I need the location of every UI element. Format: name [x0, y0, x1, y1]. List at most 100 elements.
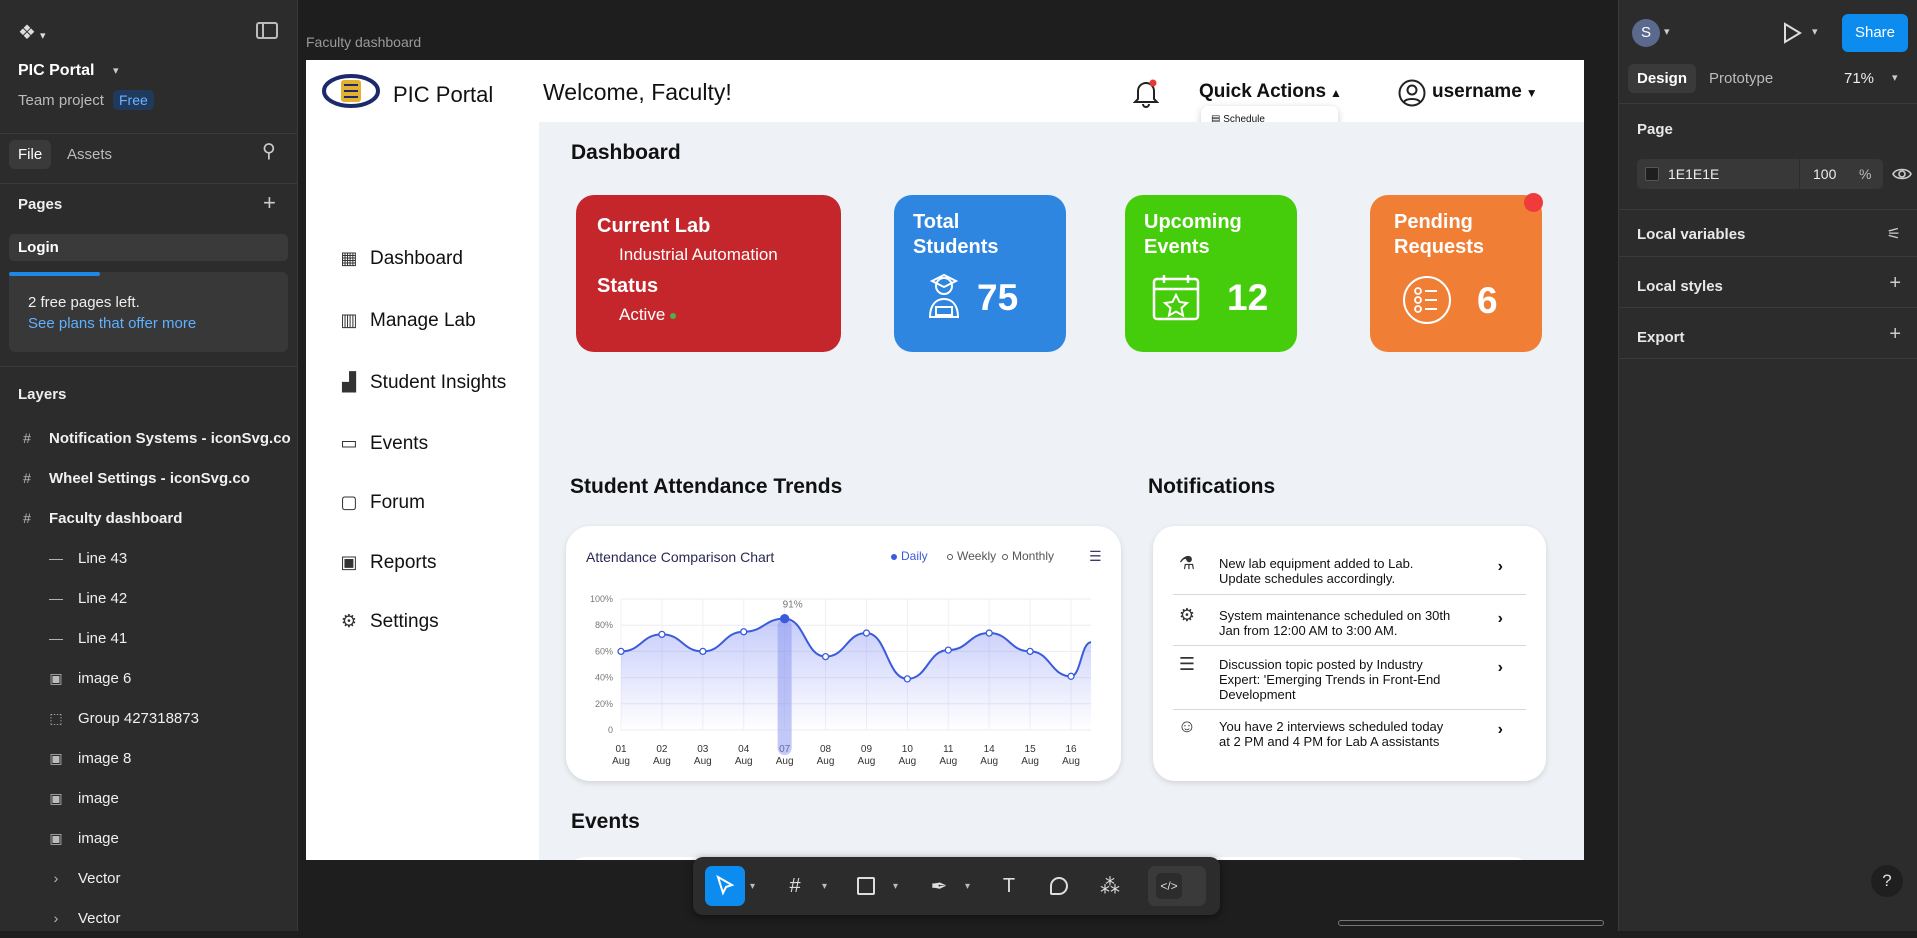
nav-student-insights[interactable]: ▟ Student Insights	[338, 372, 506, 394]
chevron-down-icon[interactable]: ▾	[113, 65, 119, 77]
nav-manage-lab[interactable]: ▥ Manage Lab	[338, 310, 475, 332]
chevron-down-icon[interactable]: ▾	[893, 881, 899, 892]
layer-item[interactable]: ▣ image	[0, 778, 297, 818]
page-opacity-value[interactable]: 100	[1813, 166, 1837, 182]
current-lab-card[interactable]: Current Lab Industrial Automation Status…	[576, 195, 841, 352]
layer-item[interactable]: › Vector	[0, 898, 297, 938]
move-tool-button[interactable]	[705, 866, 745, 906]
x-tick-label: Aug	[1062, 756, 1080, 767]
page-item-login[interactable]: Login	[9, 234, 288, 261]
layer-item[interactable]: ▣ image	[0, 818, 297, 858]
promo-text: 2 free pages left.	[28, 294, 140, 311]
y-tick-label: 40%	[595, 673, 613, 683]
eye-icon[interactable]	[1892, 164, 1912, 184]
add-style-icon[interactable]: +	[1889, 272, 1901, 294]
percent-sign: %	[1859, 166, 1872, 182]
notification-item[interactable]: ☰ Discussion topic posted by Industry Expe…	[1173, 655, 1503, 702]
comment-tool-icon[interactable]	[1041, 866, 1077, 906]
zoom-level[interactable]: 71%	[1844, 70, 1875, 87]
tab-file[interactable]: File	[9, 140, 52, 169]
group-icon: ⬚	[49, 709, 63, 726]
nav-dashboard[interactable]: ▦ Dashboard	[338, 248, 462, 270]
nav-reports[interactable]: ▣ Reports	[338, 552, 436, 574]
export-title[interactable]: Export	[1637, 329, 1685, 346]
chevron-right-icon[interactable]: ›	[1497, 610, 1503, 627]
layer-item[interactable]: ▣ image 8	[0, 738, 297, 778]
layer-item[interactable]: › Vector	[0, 858, 297, 898]
nav-forum[interactable]: ▢ Forum	[338, 492, 424, 514]
layer-item[interactable]: — Line 42	[0, 578, 297, 618]
page-color-value[interactable]: 1E1E1E	[1668, 166, 1720, 182]
menu-item-schedule[interactable]: ▤ Schedule	[1211, 114, 1265, 125]
image-icon: ▣	[49, 749, 63, 766]
help-button[interactable]: ?	[1871, 865, 1903, 897]
chevron-down-icon[interactable]: ▾	[750, 881, 756, 892]
chevron-down-icon[interactable]: ▾	[1812, 26, 1818, 38]
project-name[interactable]: PIC Portal	[18, 62, 95, 79]
tab-design[interactable]: Design	[1628, 64, 1697, 93]
image-icon: ▣	[49, 789, 63, 806]
local-styles-title[interactable]: Local styles	[1637, 278, 1723, 295]
present-play-icon[interactable]	[1782, 22, 1802, 44]
search-icon[interactable]: ⚲	[262, 141, 276, 162]
chevron-down-icon[interactable]: ▾	[822, 881, 828, 892]
pending-requests-card[interactable]: Pending Requests 6	[1370, 193, 1543, 352]
legend-weekly[interactable]: Weekly	[947, 549, 996, 563]
chevron-right-icon[interactable]: ›	[1497, 558, 1503, 575]
layer-item[interactable]: ⬚ Group 427318873	[0, 698, 297, 738]
notification-item[interactable]: ⚙ System maintenance scheduled on 30th Jan…	[1173, 606, 1503, 638]
page-color-field[interactable]: 1E1E1E 100 %	[1637, 159, 1883, 189]
see-plans-link[interactable]: See plans that offer more	[28, 315, 197, 332]
frame-label[interactable]: Faculty dashboard	[306, 34, 422, 50]
tab-prototype[interactable]: Prototype	[1709, 70, 1774, 87]
layer-item[interactable]: — Line 43	[0, 538, 297, 578]
notification-item[interactable]: ⚗ New lab equipment added to Lab. Update s…	[1173, 554, 1503, 586]
x-tick-label: Aug	[694, 756, 712, 767]
layer-item[interactable]: # Notification Systems - iconSvg.co	[0, 418, 297, 458]
chevron-down-icon[interactable]: ▾	[965, 881, 971, 892]
horizontal-scrollbar[interactable]	[1338, 920, 1604, 926]
frame-tool-icon[interactable]: #	[789, 874, 801, 897]
toggle-sidebar-icon[interactable]	[256, 22, 278, 39]
report-icon: ▣	[340, 552, 358, 572]
dev-mode-toggle[interactable]: </>	[1148, 866, 1206, 906]
legend-daily[interactable]: Daily	[891, 549, 928, 563]
text-tool-icon[interactable]: T	[1002, 874, 1016, 897]
layer-item[interactable]: # Faculty dashboard	[0, 498, 297, 538]
chevron-up-icon: ▲	[1330, 86, 1342, 100]
actions-tool-icon[interactable]: ⁂	[1100, 875, 1120, 898]
total-students-card[interactable]: Total Students 75	[894, 195, 1066, 352]
chevron-right-icon[interactable]: ›	[1497, 721, 1503, 738]
nav-settings[interactable]: ⚙ Settings	[338, 611, 439, 633]
layer-item[interactable]: ▣ image 6	[0, 658, 297, 698]
user-avatar[interactable]: S	[1632, 19, 1660, 47]
user-avatar-icon[interactable]	[1398, 79, 1426, 107]
data-point	[862, 629, 871, 637]
gear-icon: ⚙	[340, 611, 358, 631]
chevron-down-icon[interactable]: ▾	[1664, 26, 1670, 38]
notification-item[interactable]: ☺ You have 2 interviews scheduled today at…	[1173, 717, 1503, 749]
legend-monthly[interactable]: Monthly	[1002, 549, 1054, 563]
figma-menu-icon[interactable]: ❖ ▾	[18, 22, 46, 44]
nav-events[interactable]: ▭ Events	[338, 433, 428, 455]
share-button[interactable]: Share	[1842, 14, 1908, 52]
local-variables-title[interactable]: Local variables	[1637, 226, 1746, 243]
layer-item[interactable]: — Line 41	[0, 618, 297, 658]
quick-actions-button[interactable]: Quick Actions ▲	[1199, 81, 1342, 103]
tab-assets[interactable]: Assets	[67, 146, 113, 163]
chevron-down-icon[interactable]: ▾	[1892, 72, 1898, 84]
bell-icon[interactable]	[1132, 78, 1160, 108]
filter-sliders-icon[interactable]: ☰	[1089, 548, 1102, 564]
frame-icon: #	[23, 510, 31, 526]
chevron-right-icon[interactable]: ›	[1497, 659, 1503, 676]
upcoming-events-card[interactable]: Upcoming Events 12	[1125, 195, 1297, 352]
layer-item[interactable]: # Wheel Settings - iconSvg.co	[0, 458, 297, 498]
divider	[0, 133, 297, 134]
add-export-icon[interactable]: +	[1889, 323, 1901, 345]
variables-icon[interactable]: ⚟	[1886, 226, 1901, 243]
rectangle-tool-icon[interactable]	[848, 866, 884, 906]
add-page-icon[interactable]: +	[263, 190, 276, 215]
pen-tool-icon[interactable]: ✒	[930, 875, 948, 898]
color-swatch[interactable]	[1645, 167, 1659, 181]
username-menu[interactable]: username ▼	[1432, 81, 1538, 103]
